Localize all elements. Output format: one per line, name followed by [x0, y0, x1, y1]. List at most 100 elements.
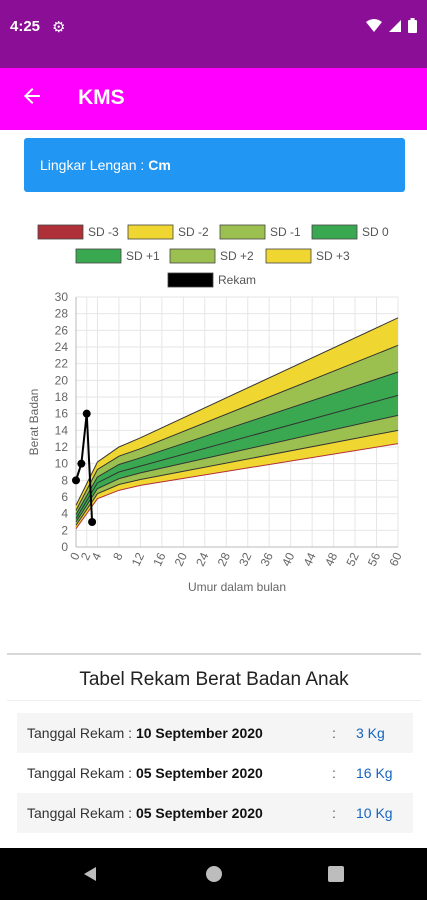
rekam-line — [75, 413, 94, 523]
row-colon: : — [332, 805, 336, 821]
x-tick-label: 52 — [343, 550, 361, 568]
x-tick-label: 44 — [301, 550, 319, 568]
status-icons — [366, 18, 417, 33]
legend-label: Rekam — [218, 273, 256, 287]
x-tick-label: 40 — [279, 550, 297, 568]
app-bar: KMS — [0, 68, 427, 130]
row-label: Tanggal Rekam : 10 September 2020 — [27, 725, 263, 741]
y-tick-label: 12 — [55, 440, 69, 454]
growth-chart-svg: SD -3 SD -2 SD -1 SD 0 SD +1 SD +2 SD +3 Rekam 0… — [27, 224, 405, 594]
row-date: 10 September 2020 — [135, 725, 263, 741]
band-sd-minus3-minus2 — [76, 430, 398, 529]
legend-label: SD 0 — [362, 225, 389, 239]
y-tick-label: 28 — [55, 307, 69, 321]
y-tick-label: 14 — [55, 423, 69, 437]
system-nav-bar — [0, 848, 427, 900]
record-table-card: Tabel Rekam Berat Badan Anak Tanggal Rek… — [7, 653, 421, 853]
nav-back-icon[interactable] — [82, 866, 98, 882]
y-tick-label: 16 — [55, 407, 69, 421]
legend-swatch — [75, 248, 122, 264]
band-sd-minus2-minus1 — [76, 415, 398, 526]
y-tick-label: 18 — [55, 390, 69, 404]
y-tick-label: 20 — [55, 373, 69, 387]
growth-chart: SD -3 SD -2 SD -1 SD 0 SD +1 SD +2 SD +3 Rekam 0… — [0, 215, 427, 605]
status-time: 4:25 — [10, 18, 41, 35]
info-value: Cm — [148, 157, 171, 173]
x-tick-label: 56 — [365, 550, 383, 568]
legend-label: SD -3 — [88, 225, 119, 239]
table-row: Tanggal Rekam : 10 September 2020 : 3 Kg — [17, 713, 413, 753]
rekam-point — [72, 476, 80, 485]
x-tick-label: 60 — [386, 550, 404, 568]
table-row: Tanggal Rekam : 05 September 2020 : 16 K… — [17, 753, 413, 793]
row-date: 05 September 2020 — [135, 805, 263, 821]
legend-swatch — [219, 224, 266, 240]
x-tick-label: 12 — [129, 550, 147, 568]
signal-icon — [389, 19, 401, 32]
y-tick-label: 6 — [61, 490, 68, 504]
divider — [7, 700, 421, 701]
status-bar: 4:25 ⚙ — [0, 0, 427, 68]
legend-label: SD +2 — [220, 249, 254, 263]
row-label: Tanggal Rekam : 05 September 2020 — [27, 765, 263, 781]
wifi-icon — [366, 18, 382, 32]
rekam-point — [88, 518, 97, 526]
row-weight: 10 Kg — [356, 805, 393, 821]
legend-label: SD +3 — [316, 249, 350, 263]
info-label: Lingkar Lengan : — [40, 157, 145, 173]
y-tick-label: 30 — [55, 290, 69, 304]
x-tick-label: 36 — [258, 550, 276, 568]
row-label-text: Tanggal Rekam : — [27, 805, 133, 821]
back-arrow-icon[interactable] — [20, 84, 44, 108]
legend-swatch — [167, 272, 214, 288]
y-tick-label: 22 — [55, 357, 69, 371]
battery-icon — [408, 18, 417, 33]
row-weight: 3 Kg — [356, 725, 385, 741]
band-sd-minus1-0 — [76, 395, 398, 522]
row-colon: : — [332, 725, 336, 741]
legend-label: SD +1 — [126, 249, 160, 263]
row-label: Tanggal Rekam : 05 September 2020 — [27, 805, 263, 821]
y-axis-title: Berat Badan — [27, 389, 41, 456]
page-title: KMS — [78, 86, 125, 109]
y-tick-label: 0 — [61, 540, 68, 554]
rekam-point — [82, 409, 91, 418]
nav-recent-icon[interactable] — [328, 866, 344, 882]
legend-swatch — [311, 224, 358, 240]
table-row: Tanggal Rekam : 05 September 2020 : 10 K… — [17, 793, 413, 833]
row-date: 05 September 2020 — [135, 765, 263, 781]
legend-swatch — [37, 224, 84, 240]
x-tick-label: 28 — [215, 550, 233, 568]
legend-label: SD -1 — [270, 225, 301, 239]
band-sd-plus2-plus3 — [76, 317, 398, 511]
row-weight: 16 Kg — [356, 765, 393, 781]
line-sd-minus3 — [75, 443, 399, 529]
x-tick-label: 24 — [193, 550, 211, 568]
nav-home-icon[interactable] — [206, 866, 222, 882]
x-tick-label: 8 — [110, 550, 126, 562]
x-tick-label: 48 — [322, 550, 340, 568]
band-sd-plus1-plus2 — [76, 345, 398, 515]
row-colon: : — [332, 765, 336, 781]
y-tick-label: 8 — [61, 473, 68, 487]
legend-swatch — [127, 224, 174, 240]
lingkar-lengan-box: Lingkar Lengan : Cm — [24, 138, 405, 192]
x-tick-label: 16 — [150, 550, 168, 568]
table-title: Tabel Rekam Berat Badan Anak — [79, 669, 349, 690]
gear-icon: ⚙ — [52, 19, 66, 36]
row-label-text: Tanggal Rekam : — [27, 725, 133, 741]
legend-label: SD -2 — [178, 225, 209, 239]
y-tick-label: 10 — [55, 457, 69, 471]
y-tick-label: 4 — [61, 507, 68, 521]
band-sd-0-plus1 — [76, 372, 398, 519]
rekam-point — [77, 459, 86, 468]
legend-swatch — [265, 248, 312, 264]
x-axis-title: Umur dalam bulan — [188, 580, 286, 594]
x-tick-label: 32 — [236, 550, 254, 568]
x-tick-label: 20 — [172, 550, 190, 568]
y-tick-label: 2 — [61, 523, 68, 537]
legend-swatch — [169, 248, 216, 264]
row-label-text: Tanggal Rekam : — [27, 765, 133, 781]
y-tick-label: 26 — [55, 323, 69, 337]
y-tick-label: 24 — [55, 340, 69, 354]
